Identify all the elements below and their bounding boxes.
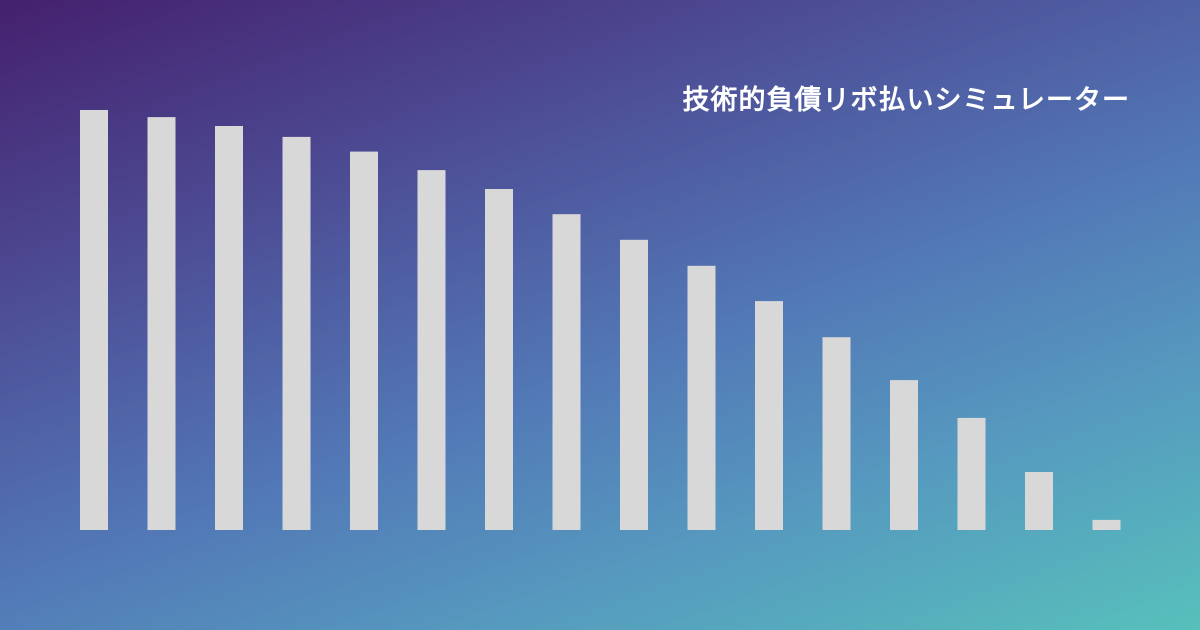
bar-7 xyxy=(485,189,513,530)
bar-3 xyxy=(215,126,243,530)
bar-4 xyxy=(282,136,311,530)
bar-13 xyxy=(890,380,918,530)
bar-5 xyxy=(350,151,378,530)
bar-1 xyxy=(80,110,108,530)
bar-11 xyxy=(755,301,783,530)
bar-2 xyxy=(147,117,176,530)
bar-8 xyxy=(552,214,581,530)
bar-12 xyxy=(822,337,851,530)
bar-9 xyxy=(620,239,648,531)
bar-16 xyxy=(1092,519,1121,530)
bar-10 xyxy=(687,265,716,530)
bar-15 xyxy=(1025,472,1053,530)
bar-14 xyxy=(957,417,986,530)
bar-6 xyxy=(417,170,446,530)
page-title: 技術的負債リボ払いシミュレーター xyxy=(682,85,1130,116)
